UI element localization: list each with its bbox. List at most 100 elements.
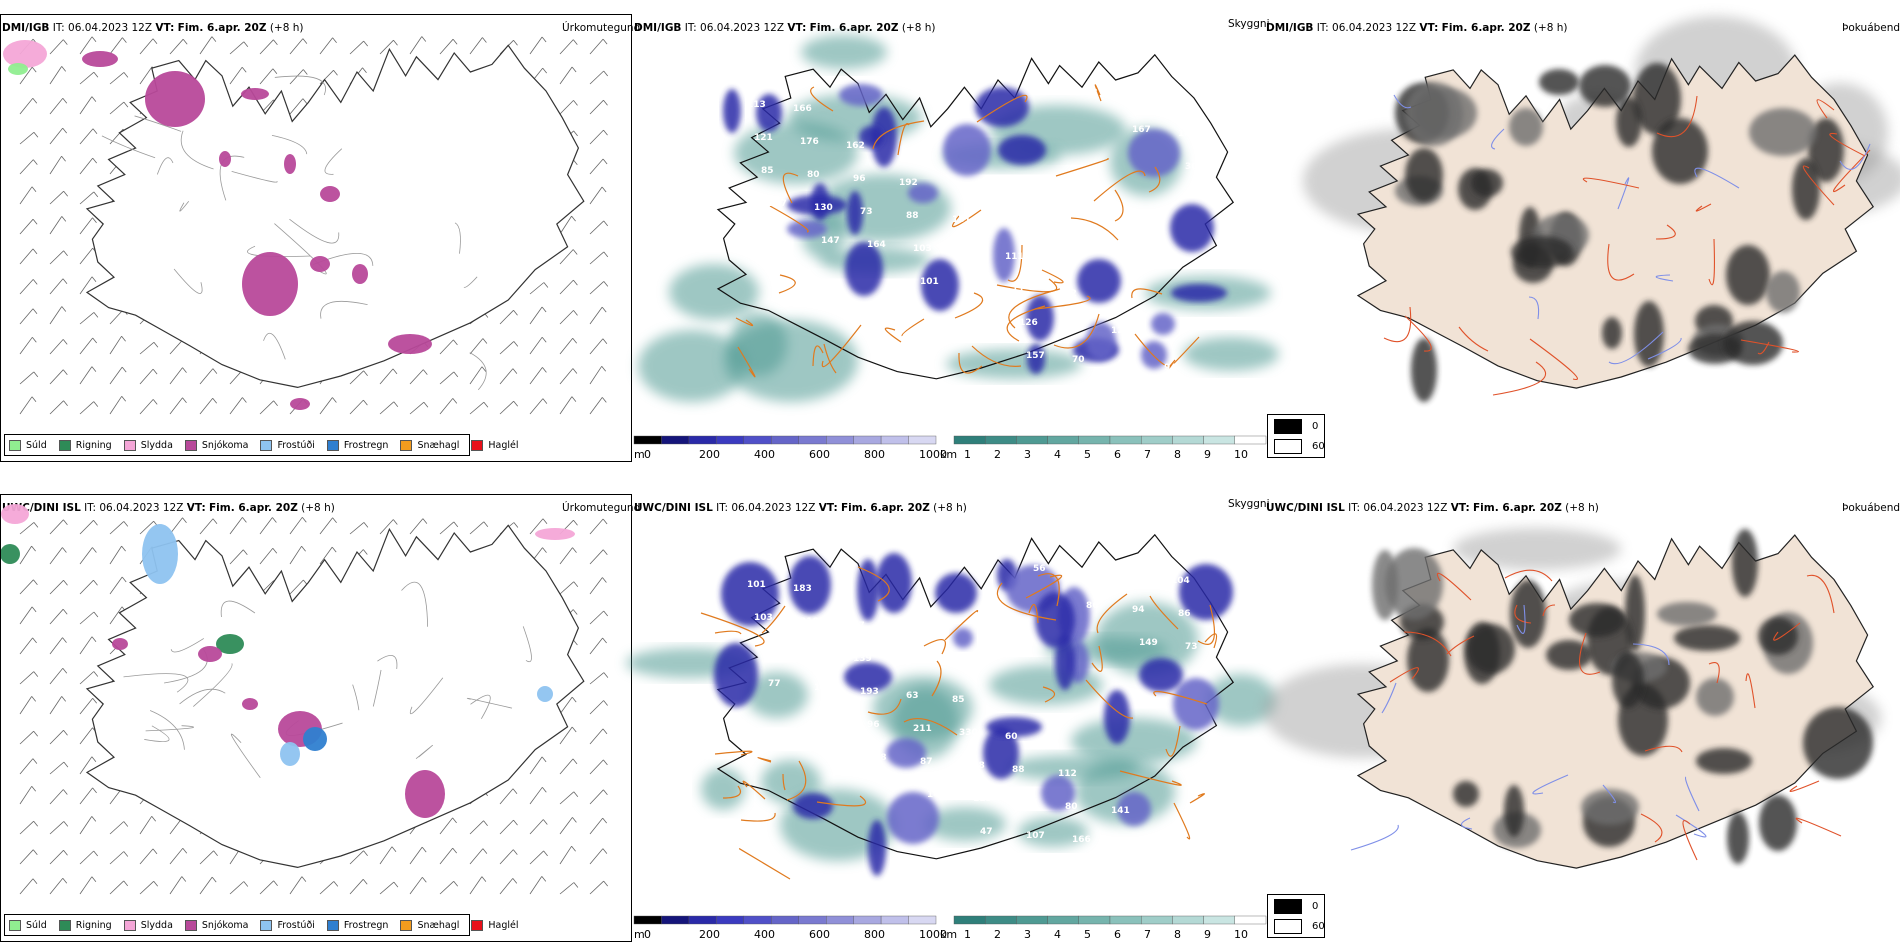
- ceiling-value-label: 130: [814, 203, 833, 213]
- ceiling-value-label: 115: [973, 794, 992, 804]
- ceiling-value-label: 166: [1072, 835, 1091, 845]
- ceiling-bar-cell: [880, 435, 909, 445]
- ceiling-tick-label: 800: [864, 928, 885, 941]
- legend-swatch: [400, 439, 413, 451]
- visibility-bar-cell: [1172, 435, 1204, 445]
- ceiling-value-label: 145: [1178, 129, 1197, 139]
- ceiling-bar-cell: [853, 435, 882, 445]
- ceiling-value-label: 113: [747, 100, 766, 110]
- ceiling-value-label: 11: [1012, 285, 1025, 295]
- ceiling-bar-cell: [716, 435, 745, 445]
- ceiling-value-label: 130: [1065, 322, 1084, 332]
- visibility-bar-cell: [1078, 435, 1111, 445]
- visibility-unit: km: [940, 448, 957, 461]
- visibility-tick-label: 8: [1174, 928, 1181, 941]
- legend-swatch: [326, 919, 339, 931]
- visibility-bar-cell: [1141, 915, 1173, 925]
- ceiling-value-label: 104: [1171, 576, 1190, 586]
- visibility-bar-cell: [1016, 435, 1048, 445]
- precip-title-bottom: Úrkomutegund: [562, 502, 641, 514]
- ceiling-value-label: 131: [740, 67, 759, 77]
- ceiling-value-label: 202: [1058, 289, 1077, 299]
- fog-map: [1263, 528, 1881, 869]
- ceiling-value-label: 107: [1026, 831, 1045, 841]
- ceiling-value-label: 193: [860, 687, 879, 697]
- visibility-tick-label: 6: [1114, 928, 1121, 941]
- ceiling-value-label: 143: [927, 790, 946, 800]
- legend-item-haglél: Haglél: [471, 919, 519, 931]
- visibility-tick-label: 8: [1174, 448, 1181, 461]
- ceiling-value-label: 147: [821, 236, 840, 246]
- visibility-unit: km: [940, 928, 957, 941]
- legend-swatch: [471, 439, 484, 451]
- ceiling-value-label: 167: [1132, 125, 1151, 135]
- precip-legend-bottom: Súld Rigning Slydda Snjókoma Frostúði Frostre…: [4, 914, 519, 936]
- ceiling-bar-cell: [853, 915, 882, 925]
- ceiling-bar-cell: [771, 915, 800, 925]
- legend-swatch: [400, 919, 413, 931]
- fog-title-bottom: Þokuábendi: [1842, 502, 1900, 514]
- ceiling-bar-cell: [880, 915, 909, 925]
- legend-item-rigning: Rigning: [58, 439, 112, 451]
- visibility-tick-label: 7: [1144, 448, 1151, 461]
- ceiling-value-label: 80: [807, 170, 820, 180]
- visibility-tick-label: 5: [1084, 928, 1091, 941]
- legend-item-snæhagl: Snæhagl: [400, 439, 459, 451]
- legend-swatch: [326, 439, 339, 451]
- ceiling-value-label: 87: [920, 757, 933, 767]
- ceiling-value-label: 81: [821, 716, 834, 726]
- ceiling-value-label: 186: [740, 547, 759, 557]
- precip-title-top: Úrkomutegund: [562, 22, 641, 34]
- legend-swatch: [9, 919, 21, 931]
- ceiling-value-label: 101: [747, 580, 766, 590]
- panel-header-top: DMI/IGB IT: 06.04.2023 12Z VT: Fim. 6.ap…: [2, 22, 304, 34]
- ceiling-value-label: 248: [966, 761, 985, 771]
- ceiling-bar-cell: [661, 915, 690, 925]
- ceiling-value-label: 83: [1118, 839, 1131, 849]
- ceiling-value-label: 167: [846, 621, 865, 631]
- ceiling-value-label: 77: [768, 679, 781, 689]
- ceiling-tick-label: 1000: [919, 448, 947, 461]
- legend-item-súld: Súld: [9, 439, 47, 451]
- precip-type-panel-top: [0, 14, 632, 462]
- visibility-tick-label: 4: [1054, 448, 1061, 461]
- visibility-tick-label: 6: [1114, 448, 1121, 461]
- ceiling-bar-cell: [716, 915, 745, 925]
- ceiling-map: 186 183 167 99 85 60 112 141 26 101 218 139 63 330 88 8…: [626, 533, 1276, 880]
- ceiling-bar-cell: [908, 915, 937, 925]
- ceiling-value-label: 70: [1072, 355, 1085, 365]
- ceiling-tick-label: 800: [864, 448, 885, 461]
- cloud-title-top: Skyggni: [1228, 18, 1270, 30]
- fog-header-top: DMI/IGB IT: 06.04.2023 12Z VT: Fim. 6.ap…: [1266, 22, 1568, 34]
- visibility-tick-label: 7: [1144, 928, 1151, 941]
- ceiling-bar-cell: [661, 435, 690, 445]
- visibility-tick-label: 10: [1234, 448, 1248, 461]
- legend-swatch: [123, 439, 136, 451]
- ceiling-value-label: 162: [846, 141, 865, 151]
- ceiling-value-label: 139: [853, 654, 872, 664]
- legend-swatch: [260, 919, 273, 931]
- visibility-bar-cell: [1047, 435, 1080, 445]
- ceiling-tick-label: 600: [809, 928, 830, 941]
- ceiling-value-label: 105: [1019, 798, 1038, 808]
- ceiling-value-label: 88: [807, 650, 820, 660]
- ceiling-value-label: 103: [913, 244, 932, 254]
- fog-swatch-60: [1274, 439, 1302, 454]
- ceiling-value-label: 118: [814, 683, 833, 693]
- ceiling-bar-cell: [743, 435, 772, 445]
- visibility-bar-cell: [953, 915, 986, 925]
- ceiling-value-label: 73: [860, 207, 873, 217]
- ceiling-bar-cell: [798, 915, 827, 925]
- fog-legend-top: 0 60: [1267, 414, 1325, 458]
- ceiling-bar-cell: [771, 435, 800, 445]
- ceiling-value-label: 111: [1005, 252, 1024, 262]
- visibility-tick-label: 9: [1204, 928, 1211, 941]
- visibility-bar-cell: [1016, 915, 1048, 925]
- ceiling-bar-cell: [825, 435, 854, 445]
- ceiling-tick-label: 0: [644, 448, 651, 461]
- visibility-bar-cell: [1234, 915, 1267, 925]
- visibility-bar-cell: [953, 435, 986, 445]
- visibility-bar-cell: [1109, 435, 1142, 445]
- ceiling-value-label: 96: [867, 720, 880, 730]
